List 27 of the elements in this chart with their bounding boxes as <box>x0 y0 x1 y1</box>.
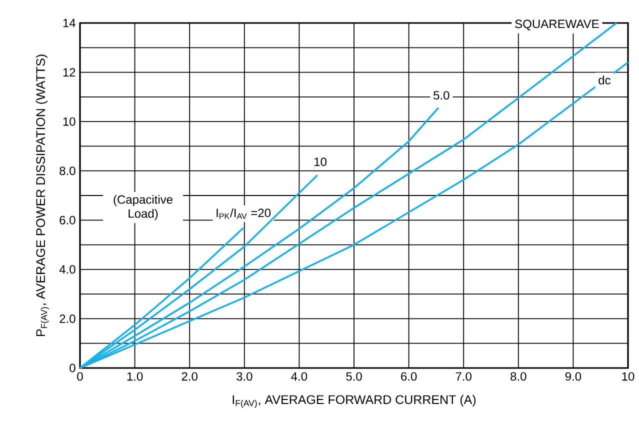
x-axis-title: I$_{F(AV)}$, AVERAGE FORWARD CURRENT (A) <box>232 394 476 408</box>
y-tick-label: 10 <box>63 117 76 126</box>
series-label: SQUAREWAVE <box>515 20 599 30</box>
x-tick-label: 5.0 <box>346 372 362 381</box>
x-tick-label: 10 <box>622 372 634 381</box>
x-tick-label: 2.0 <box>182 372 198 381</box>
y-tick-label: 14 <box>63 18 76 28</box>
series-label: I$_{PK}$/I$_{AV}$ =20 <box>216 208 271 219</box>
y-tick-label: 6.0 <box>60 216 76 224</box>
x-tick-label: 3.0 <box>236 372 252 381</box>
x-tick-label: 6.0 <box>401 372 417 381</box>
x-tick-label: 7.0 <box>456 372 472 381</box>
y-axis-title: P$_{F(AV)}$, AVERAGE POWER DISSIPATION (WATTS) <box>36 54 49 336</box>
y-tick-label: 4.0 <box>59 265 76 274</box>
x-tick-label: 8.0 <box>510 372 526 381</box>
y-tick-label: 2.0 <box>60 314 76 323</box>
x-tick-label: 4.0 <box>291 372 308 381</box>
series-label: dc <box>598 76 610 84</box>
y-tick-label: 8.0 <box>60 166 76 176</box>
annotation: (Capacitive Load) <box>114 194 172 220</box>
x-tick-label: 9.0 <box>565 372 582 381</box>
series-label: 10 <box>314 158 326 166</box>
x-tick-label: 1.0 <box>127 372 143 381</box>
series-label: 5.0 <box>434 91 450 100</box>
y-tick-label: 12 <box>63 68 76 76</box>
x-tick-label: 0 <box>77 372 83 381</box>
y-tick-label: 0 <box>70 364 76 372</box>
